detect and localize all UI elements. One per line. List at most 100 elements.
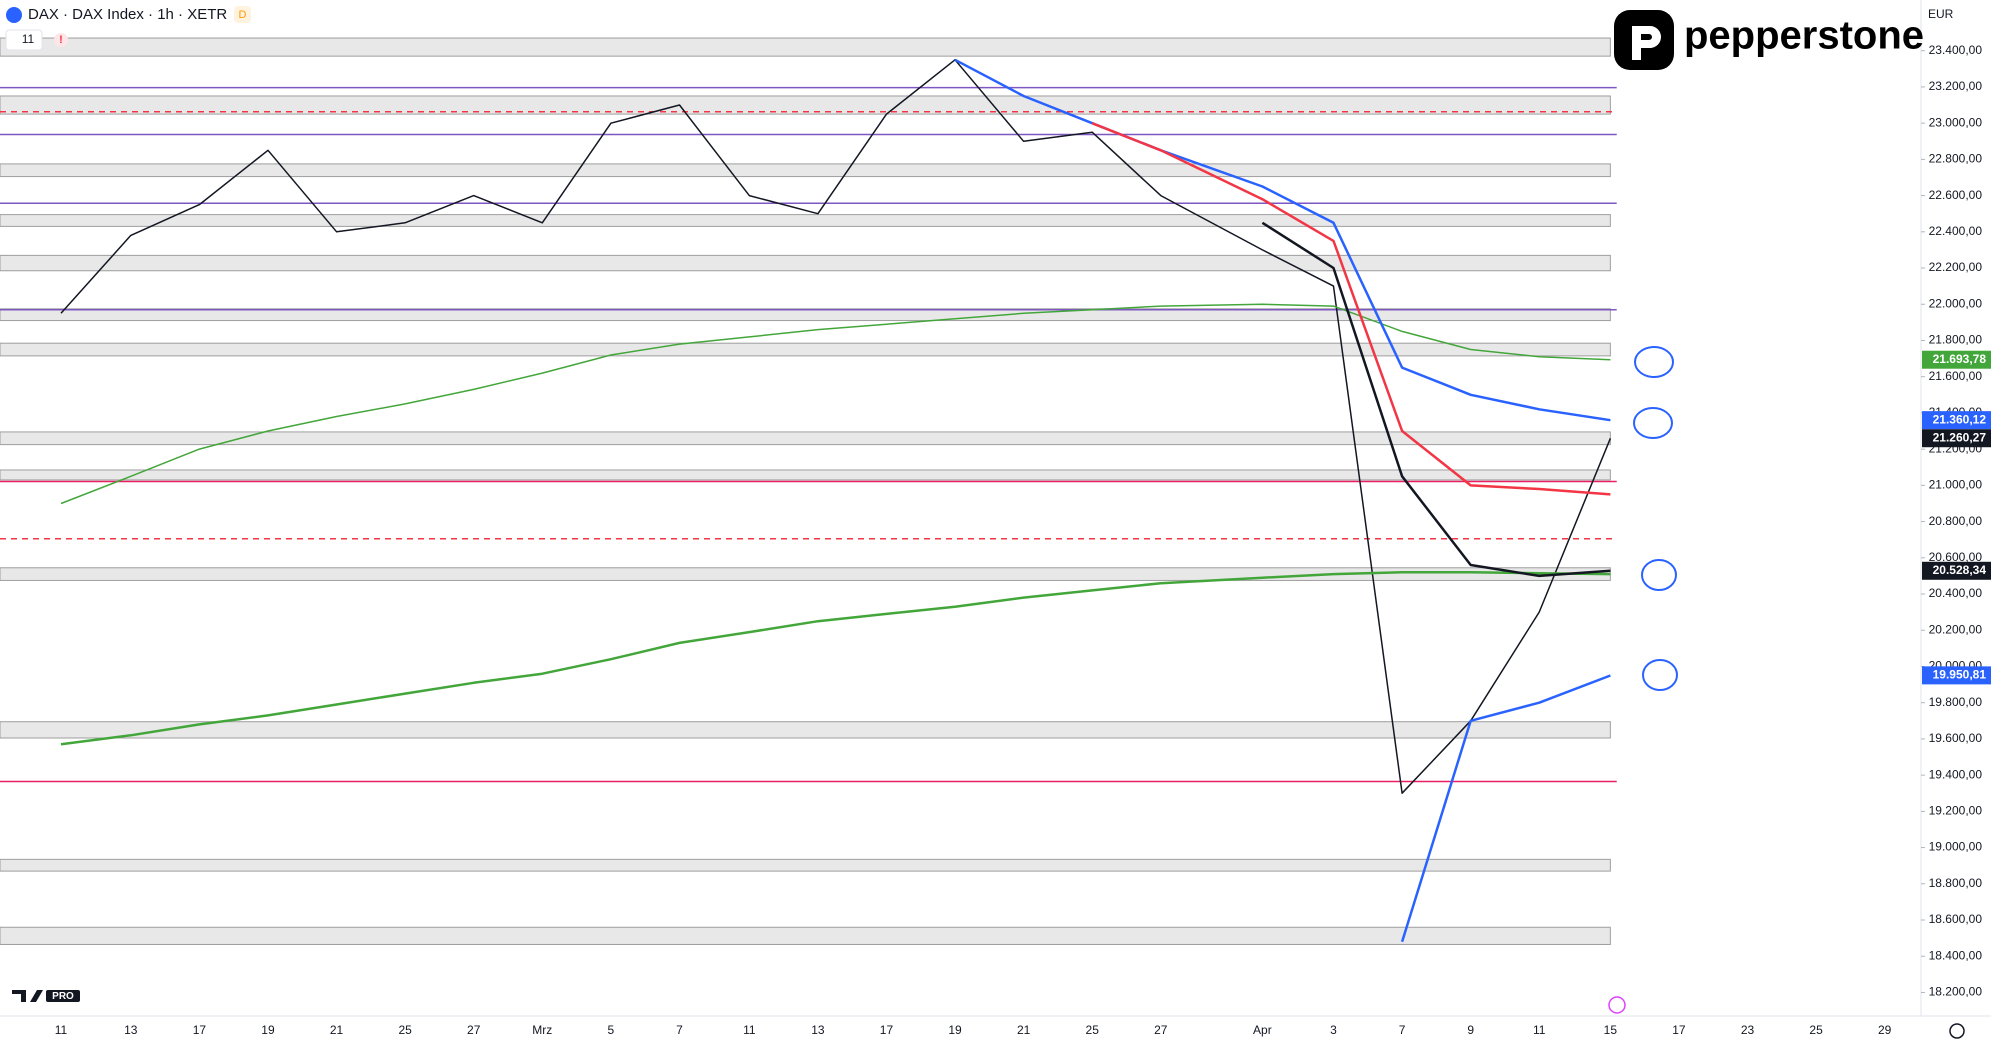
annotation-circle [1642,659,1678,691]
x-tick-label: 25 [1086,1023,1100,1037]
y-tick-label: 20.400,00 [1929,586,1983,600]
y-tick-label: 19.000,00 [1929,840,1983,854]
alert-bg [54,33,68,47]
x-tick-label: 21 [330,1023,344,1037]
price-label: 21.260,27 [1933,430,1987,444]
price-label-bg [1922,350,1991,369]
y-tick-label: 22.000,00 [1929,296,1983,310]
y-tick-label: 19.400,00 [1929,767,1983,781]
price-label: 21.360,12 [1933,412,1987,426]
y-tick-label: 20.200,00 [1929,622,1983,636]
y-tick-label: 18.400,00 [1929,948,1983,962]
y-tick-label: 19.600,00 [1929,731,1983,745]
series-line [1261,221,1611,578]
indicator-toggle[interactable] [5,29,43,51]
series-line [60,571,1611,746]
y-tick-label: 23.000,00 [1929,115,1983,129]
price-label-bg [1922,561,1991,580]
badge: D [239,9,247,21]
tv-mark [12,990,43,1002]
y-tick-label: 22.400,00 [1929,224,1983,238]
x-tick-label: 27 [467,1023,481,1037]
series-line [1091,122,1611,496]
x-tick-label: 11 [743,1023,756,1037]
x-tick-label: 17 [880,1023,894,1037]
x-tick-label: 25 [1809,1023,1823,1037]
alert: ! [59,34,63,46]
x-tick-label: 13 [124,1023,138,1037]
series-line [60,303,1611,505]
y-tick-label: 20.800,00 [1929,514,1983,528]
settings-icon[interactable] [1949,1023,1965,1039]
annotation-circle [1641,559,1677,591]
x-tick-label: 3 [1330,1023,1337,1037]
annotation-circle [1634,346,1674,378]
tv-pro-bg [46,990,80,1002]
x-tick-label: 13 [811,1023,825,1037]
badge-bg [234,6,251,23]
x-tick-label: 7 [1399,1023,1406,1037]
x-tick-label: 29 [1878,1023,1892,1037]
symbol-icon [6,7,22,23]
chart-title: DAX · DAX Index · 1h · XETR [28,6,227,23]
x-tick-label: 19 [261,1023,275,1037]
price-label: 19.950,81 [1933,668,1987,682]
zone [0,926,1611,945]
x-tick-label: 15 [1604,1023,1618,1037]
series-line [60,59,1612,794]
x-tick-label: 21 [1017,1023,1031,1037]
annotations [1608,346,1965,1039]
zone [0,37,1611,57]
y-tick-label: 18.600,00 [1929,912,1983,926]
lightning-icon[interactable] [1608,996,1626,1014]
price-label-bg [1922,666,1991,685]
series-line [1400,674,1611,943]
currency: EUR [1928,7,1954,21]
x-tick-label: 5 [608,1023,615,1037]
y-tick-label: 23.200,00 [1929,79,1983,93]
plot [0,37,1617,945]
zone [0,308,1611,322]
x-tick-label: 25 [398,1023,412,1037]
tv-logo: PRO [12,990,80,1002]
x-tick-label: 17 [1672,1023,1686,1037]
x-tick-label: 7 [676,1023,683,1037]
zone [0,469,1611,481]
price-label-bg [1922,429,1991,448]
y-tick-label: 20.600,00 [1929,550,1983,564]
tv-pro: PRO [52,991,74,1002]
zone [0,95,1611,115]
brand-logo: pepperstone [1614,10,1924,70]
x-tick-label: 17 [193,1023,207,1037]
x-tick-label: 19 [948,1023,962,1037]
price-label: 21.693,78 [1933,352,1987,366]
zone [0,214,1611,227]
series-line [954,58,1611,422]
x-tick-label: Apr [1253,1023,1272,1037]
x-tick-label: 11 [55,1023,68,1037]
y-tick-label: 22.200,00 [1929,260,1983,274]
brand-icon-p [1632,26,1661,60]
y-tick-label: 21.600,00 [1929,369,1983,383]
indicator-count: 11 [22,32,35,46]
y-tick-label: 18.200,00 [1929,985,1983,999]
x-tick-label: 9 [1467,1023,1474,1037]
y-tick-label: 21.000,00 [1929,478,1983,492]
x-tick-label: 23 [1741,1023,1755,1037]
y-tick-label: 22.800,00 [1929,152,1983,166]
zone [0,163,1611,178]
zone [0,254,1611,272]
zone [0,431,1611,446]
y-tick-label: 18.800,00 [1929,876,1983,890]
header: DAX · DAX Index · 1h · XETR D 11 ! [5,6,251,51]
y-tick-label: 21.800,00 [1929,333,1983,347]
annotation-circle [1633,407,1673,439]
y-tick-label: 19.800,00 [1929,695,1983,709]
x-tick-label: Mrz [532,1023,552,1037]
brand-name: pepperstone [1684,14,1924,58]
zone [0,721,1611,739]
zone [0,342,1611,357]
y-tick-label: 22.600,00 [1929,188,1983,202]
